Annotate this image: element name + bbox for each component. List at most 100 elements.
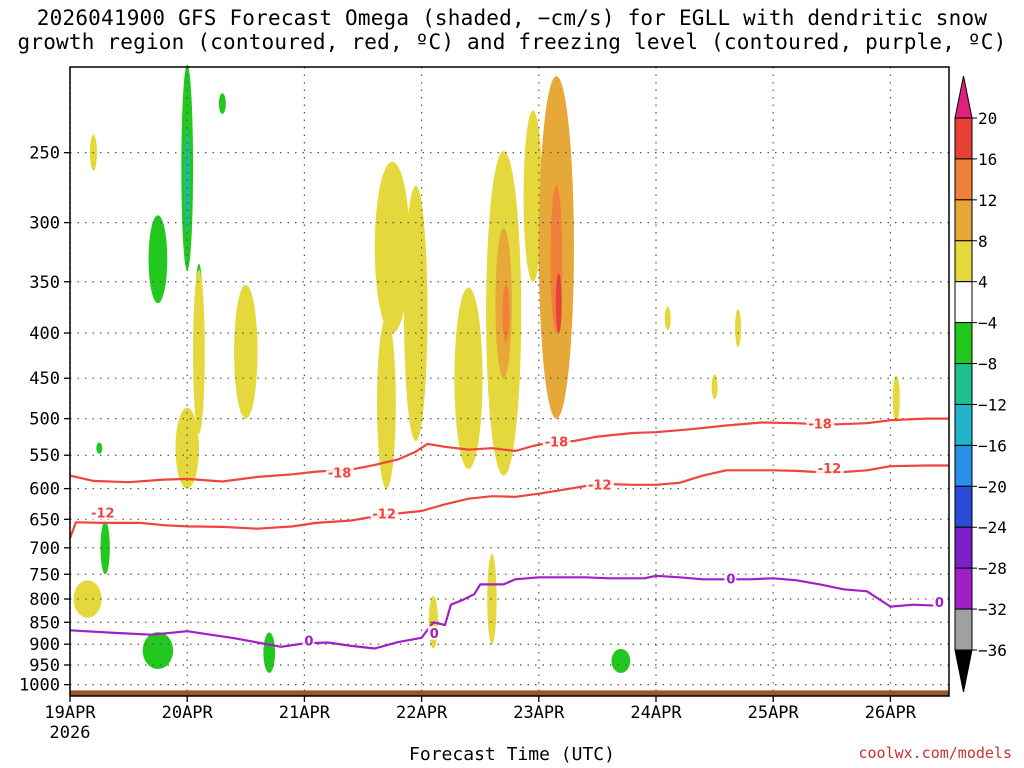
contour-label-bg: [427, 625, 440, 640]
colorbar-label: −24: [978, 518, 1007, 537]
colorbar-label: −16: [978, 436, 1007, 455]
y-tick-label: 500: [29, 410, 60, 430]
omega-region-16: [404, 185, 428, 442]
colorbar-label: −20: [978, 477, 1007, 496]
colorbar-segment-2: [954, 199, 973, 242]
chart-title-line-1: 2026041900 GFS Forecast Omega (shaded, −…: [36, 6, 988, 30]
contour-label-bg: [932, 594, 945, 609]
chart-title-line-2: growth region (contoured, red, ºC) and f…: [17, 30, 1007, 54]
contour-label-bg: [302, 633, 315, 648]
omega-region-13: [234, 284, 258, 419]
contour-label-bg: [325, 465, 354, 480]
colorbar-segment-4: [954, 281, 973, 324]
contour-line-2: [69, 574, 938, 650]
y-tick-label: 600: [29, 480, 60, 500]
omega-region-25: [487, 553, 497, 645]
x-tick-label: 26APR: [865, 703, 917, 723]
colorbar-label: 12: [978, 191, 997, 210]
contour-label: -12: [818, 462, 842, 477]
x-tick-label: 25APR: [748, 703, 800, 723]
x-tick-label: 20APR: [162, 703, 214, 723]
omega-region-8: [611, 648, 631, 673]
contour-label: -18: [328, 467, 352, 482]
colorbar-segment-9: [954, 485, 973, 528]
omega-region-2: [148, 215, 168, 304]
omega-region-1: [184, 129, 191, 236]
contour-label: -12: [588, 478, 612, 493]
contour-line-1: [68, 464, 949, 539]
y-tick-label: 550: [29, 446, 60, 466]
contour-label-bg: [89, 505, 118, 520]
x-tick-label: 21APR: [279, 703, 331, 723]
colorbar-label: −36: [978, 641, 1007, 660]
contour-label: 0: [304, 635, 313, 650]
contour-label: -18: [545, 435, 569, 450]
colorbar-segment-3: [954, 240, 973, 283]
contour-label: -12: [91, 506, 115, 521]
contour-line-0: [69, 417, 949, 484]
omega-region-31: [892, 375, 900, 423]
y-tick-label: 300: [29, 214, 60, 234]
omega-region-7: [263, 632, 276, 673]
colorbar-label: 20: [978, 109, 997, 128]
colorbar-segment-5: [954, 322, 973, 365]
contour-label-bg: [586, 477, 615, 492]
colorbar-segment-7: [954, 403, 973, 446]
chart-title: 2026041900 GFS Forecast Omega (shaded, −…: [0, 6, 1024, 54]
colorbar-label: 8: [978, 232, 988, 251]
contour-label-bg: [542, 434, 571, 449]
y-tick-label: 800: [29, 590, 60, 610]
colorbar-segment-12: [954, 608, 973, 651]
y-tick-label: 950: [29, 656, 60, 676]
x-tick-label: 22APR: [396, 703, 448, 723]
x-tick-label: 23APR: [513, 703, 565, 723]
y-tick-label: 1000: [19, 676, 60, 696]
x-start-year-label: 2026: [50, 723, 91, 743]
ground-layer: [70, 690, 949, 696]
plot-frame: [69, 66, 950, 697]
omega-region-29: [711, 374, 718, 399]
omega-region-11: [175, 407, 199, 489]
contour-label: -18: [808, 418, 832, 433]
colorbar-segment-0: [954, 117, 973, 160]
colorbar-segment-1: [954, 158, 973, 201]
y-tick-label: 650: [29, 510, 60, 530]
contour-layer: -18 -18 -18 -12 -12 -12 -12 0 0 0 0: [68, 416, 949, 650]
omega-region-14: [374, 161, 410, 334]
contour-label-bg: [806, 416, 835, 431]
colorbar-label: −4: [978, 314, 997, 333]
y-tick-label: 850: [29, 613, 60, 633]
x-tick-label: 24APR: [630, 703, 682, 723]
axes-layer: 2503003504004505005506006507007508008509…: [19, 66, 950, 743]
y-tick-label: 750: [29, 565, 60, 585]
omega-shading-layer: [73, 64, 900, 673]
omega-region-9: [96, 442, 103, 454]
y-tick-label: 250: [29, 144, 60, 164]
contour-label-bg: [815, 460, 844, 475]
contour-label: -12: [372, 508, 396, 523]
credit-link[interactable]: coolwx.com/models: [858, 744, 1012, 762]
omega-region-5: [100, 521, 110, 575]
omega-region-28: [664, 306, 671, 331]
colorbar-segment-6: [954, 363, 973, 405]
colorbar-label: −28: [978, 559, 1007, 578]
colorbar-segment-8: [954, 444, 973, 487]
colorbar-label: 16: [978, 150, 997, 169]
colorbar-label: −32: [978, 600, 1007, 619]
y-tick-label: 350: [29, 273, 60, 293]
omega-region-21: [523, 110, 543, 282]
omega-region-30: [735, 309, 742, 348]
omega-region-4: [218, 93, 226, 114]
contour-label-bg: [370, 506, 399, 521]
colorbar-label: −12: [978, 395, 1007, 414]
colorbar: 20 16 12 8 4 −4 −8 −12 −16 −20 −24 −28 −32 −36: [954, 75, 1007, 693]
omega-region-12: [193, 269, 205, 434]
contour-label: 0: [935, 596, 944, 611]
omega-region-24: [555, 273, 562, 334]
contour-label: 0: [430, 627, 439, 642]
y-tick-label: 700: [29, 539, 60, 559]
ground-surface: [70, 690, 949, 696]
omega-region-6: [142, 632, 174, 669]
omega-region-10: [73, 580, 102, 618]
y-tick-label: 450: [29, 369, 60, 389]
